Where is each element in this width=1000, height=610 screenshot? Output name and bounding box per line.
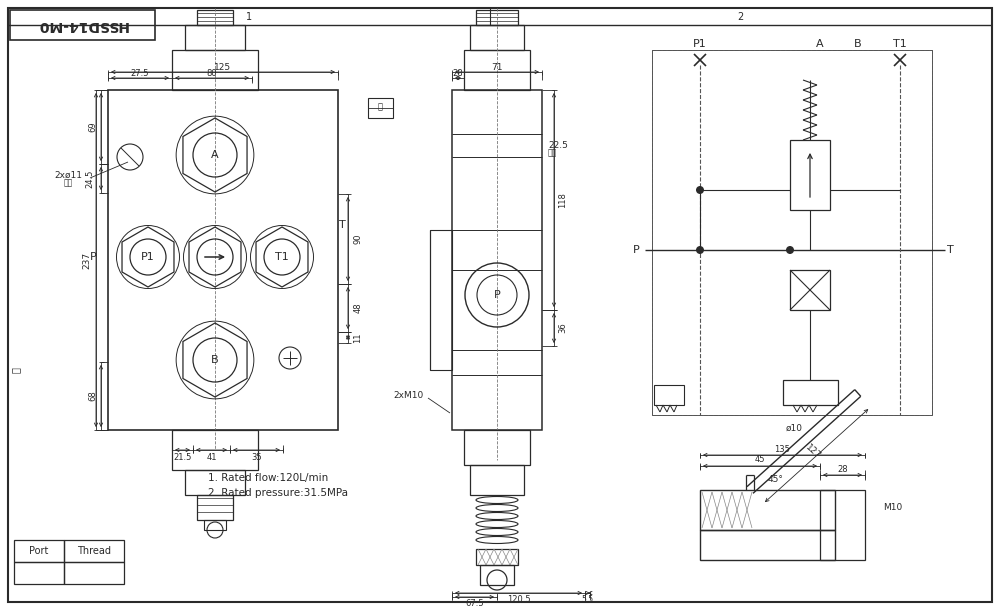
Bar [197, 10, 233, 25]
Bar [820, 490, 865, 560]
Bar [204, 520, 226, 530]
Text: 69: 69 [88, 121, 98, 132]
Text: 41: 41 [206, 453, 217, 462]
Bar [790, 270, 830, 310]
Text: 21.5: 21.5 [173, 453, 192, 462]
Bar [14, 562, 64, 584]
Text: T: T [339, 220, 345, 230]
Bar [64, 562, 124, 584]
Text: T: T [947, 245, 953, 255]
Text: P1: P1 [141, 252, 155, 262]
Bar [108, 90, 338, 430]
Bar [654, 385, 684, 405]
Text: 237: 237 [82, 251, 92, 268]
Text: 11: 11 [354, 332, 362, 343]
Bar [452, 90, 542, 430]
Text: 68: 68 [88, 390, 98, 401]
Text: 图: 图 [378, 102, 382, 112]
Text: 右: 右 [11, 367, 21, 373]
Bar [185, 25, 245, 50]
Bar [14, 540, 64, 562]
Text: 22.5: 22.5 [548, 140, 568, 149]
Text: 28: 28 [837, 464, 848, 473]
Bar [470, 25, 524, 50]
Text: 2xM10: 2xM10 [393, 390, 423, 400]
Text: 120.5: 120.5 [507, 595, 530, 605]
Bar [476, 549, 518, 565]
Text: P: P [90, 252, 96, 262]
Bar [464, 50, 530, 90]
Text: P: P [494, 290, 500, 300]
Text: A: A [816, 39, 824, 49]
Text: 粗孔: 粗孔 [63, 179, 73, 187]
Text: T1: T1 [275, 252, 289, 262]
Bar [470, 465, 524, 495]
Text: 2. Rated pressure:31.5MPa: 2. Rated pressure:31.5MPa [208, 488, 348, 498]
Text: 135: 135 [775, 445, 790, 453]
Bar [783, 380, 838, 405]
Bar [464, 430, 530, 465]
Text: P1: P1 [693, 39, 707, 49]
Bar [790, 140, 830, 210]
Bar [700, 530, 835, 560]
Text: A: A [211, 150, 219, 160]
Bar [480, 565, 514, 585]
Text: P: P [633, 245, 639, 255]
Text: 2: 2 [737, 12, 743, 22]
Bar [476, 10, 518, 25]
Text: 45°: 45° [767, 476, 783, 484]
Bar [185, 470, 245, 495]
Text: 45: 45 [755, 456, 765, 464]
Text: 36: 36 [558, 323, 568, 334]
Text: 通孔: 通孔 [548, 148, 557, 157]
Text: 1. Rated flow:120L/min: 1. Rated flow:120L/min [208, 473, 328, 483]
Bar [430, 230, 452, 370]
Text: 5.5: 5.5 [581, 595, 594, 605]
Text: B: B [211, 355, 219, 365]
Text: B: B [854, 39, 862, 49]
Circle shape [786, 246, 794, 254]
Text: 28: 28 [453, 68, 463, 77]
Text: 35: 35 [251, 453, 262, 462]
Bar [64, 540, 124, 562]
Text: HSSD14-M0: HSSD14-M0 [36, 18, 128, 32]
Bar [368, 98, 393, 118]
Bar [652, 50, 932, 415]
Bar [172, 50, 258, 90]
Bar [10, 10, 155, 40]
Text: Thread: Thread [77, 546, 111, 556]
Text: 90: 90 [354, 234, 362, 244]
Text: M10: M10 [883, 503, 903, 512]
Circle shape [696, 246, 704, 254]
Text: 48: 48 [354, 303, 362, 314]
Text: 2xø11: 2xø11 [54, 171, 82, 179]
Text: 27.5: 27.5 [131, 68, 149, 77]
Text: 118: 118 [558, 192, 568, 208]
Text: 1: 1 [246, 12, 252, 22]
Text: 80: 80 [207, 68, 217, 77]
Text: ø10: ø10 [786, 424, 803, 433]
Text: T1: T1 [893, 39, 907, 49]
Bar [197, 495, 233, 520]
Text: Port: Port [29, 546, 49, 556]
Text: 71: 71 [491, 62, 503, 71]
Text: 125: 125 [214, 63, 232, 73]
Circle shape [696, 186, 704, 194]
Text: 67.5: 67.5 [465, 600, 484, 609]
Text: 127: 127 [804, 442, 822, 461]
Bar [700, 490, 835, 530]
Bar [172, 430, 258, 470]
Text: 24.5: 24.5 [86, 170, 94, 188]
